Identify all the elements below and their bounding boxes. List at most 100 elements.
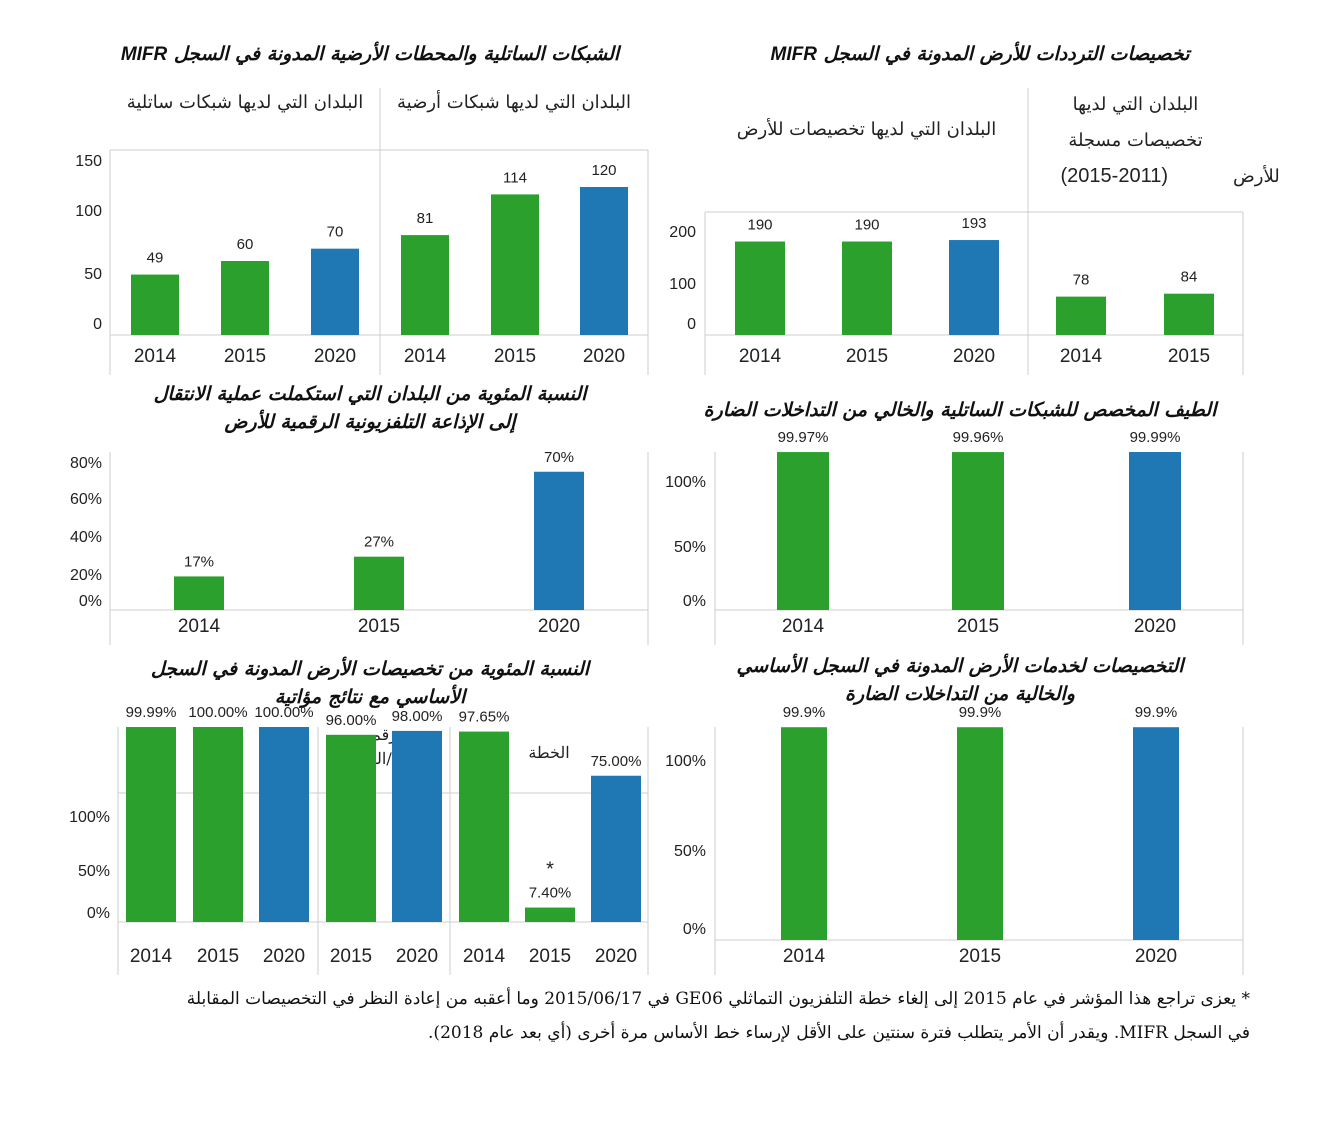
bar-2015 — [221, 261, 269, 335]
category-label: 2015 — [330, 946, 372, 967]
y-tick-label: 0 — [687, 316, 696, 333]
y-tick-label: 0% — [683, 921, 706, 938]
category-label: 2014 — [404, 346, 447, 367]
bar-2020 — [1133, 727, 1179, 940]
bar-2020 — [580, 187, 628, 335]
category-label: 2014 — [463, 946, 506, 967]
data-label: 70% — [544, 449, 574, 466]
y-tick-label: 100% — [665, 753, 706, 770]
data-label: 49 — [147, 250, 164, 267]
category-label: 2020 — [595, 946, 637, 967]
chart-title-favourable: النسبة المئوية من تخصيصات الأرض المدونة … — [60, 655, 680, 711]
footnote: * يعزى تراجع هذا المؤشر في عام 2015 إلى … — [100, 982, 1250, 1050]
bar-2014 — [777, 452, 829, 610]
bar-2020 — [949, 240, 999, 335]
bar-2020 — [591, 775, 641, 922]
y-tick-label: 50 — [84, 266, 102, 283]
y-tick-label: 20% — [70, 567, 102, 584]
data-label: 75.00% — [591, 753, 642, 770]
title-line-2: والخالية من التداخلات الضارة — [845, 683, 1075, 705]
data-label: 100.00% — [254, 704, 313, 721]
data-label: 190 — [747, 217, 772, 234]
title-line-1: التخصيصات لخدمات الأرض المدونة في السجل … — [736, 655, 1184, 677]
bar-2015 — [491, 194, 539, 335]
chart-frequency_assignments: 0 100 200 البلدان التي لديها تخصيصات للأرض 1… — [669, 88, 1280, 375]
chart-dtt_transition: 0% 20% 40% 60% 80% 17% 2014 27% 2015 70% 2020 — [70, 449, 649, 645]
bar-2020 — [392, 730, 442, 922]
title-line-1: النسبة المئوية من تخصيصات الأرض المدونة … — [150, 658, 590, 680]
category-label: 2015 — [846, 346, 888, 367]
data-label: 84 — [1181, 269, 1198, 286]
y-tick-label: 50% — [78, 863, 110, 880]
category-label: 2015 — [1168, 346, 1210, 367]
y-tick-label: 60% — [70, 491, 102, 508]
chart-title-frequency: تخصيصات الترددات للأرض المدونة في السجل … — [700, 40, 1260, 69]
data-label: 97.65% — [459, 709, 510, 726]
category-label: 2020 — [538, 616, 580, 637]
chart-favourable_findings: 0%50%100%التنسيق99.99%2014100.00%2015100… — [69, 704, 649, 975]
category-label: 2015 — [494, 346, 536, 367]
group-label: الخطة — [528, 743, 569, 762]
group-label: تخصيصات مسجلة — [1068, 130, 1202, 151]
category-label: 2015 — [358, 616, 400, 637]
category-label: 2020 — [1135, 946, 1177, 967]
category-label: 2015 — [197, 946, 239, 967]
category-label: 2020 — [396, 946, 438, 967]
chart-title-terrestrial-free: التخصيصات لخدمات الأرض المدونة في السجل … — [660, 652, 1260, 708]
category-label: 2014 — [739, 346, 782, 367]
category-label: 2015 — [957, 616, 999, 637]
bar-2020 — [534, 471, 584, 610]
bar-2014 — [401, 235, 449, 335]
data-label: 99.99% — [1130, 429, 1181, 446]
y-tick-label: 50% — [674, 843, 706, 860]
y-tick-label: 100 — [75, 203, 102, 220]
data-label: 99.96% — [953, 429, 1004, 446]
bar-2015 — [326, 734, 376, 922]
category-label: 2020 — [1134, 616, 1176, 637]
group-label: البلدان التي لديها تخصيصات للأرض — [737, 117, 996, 140]
title-line-2: إلى الإذاعة التلفزيونية الرقمية للأرض — [224, 411, 516, 433]
chart-satellite_terrestrial: 0 50 100 150 البلدان التي لديها شبكات ساتلية… — [75, 88, 649, 375]
data-label: 99.97% — [778, 429, 829, 446]
y-tick-label: 200 — [669, 224, 696, 241]
category-label: 2014 — [1060, 346, 1103, 367]
bar-2014 — [1056, 296, 1106, 335]
group-label: البلدان التي لديها شبكات أرضية — [397, 90, 631, 113]
data-label: 193 — [961, 215, 986, 232]
category-label: 2014 — [134, 346, 177, 367]
bar-2020 — [259, 727, 309, 922]
data-label: 27% — [364, 534, 394, 551]
data-label: 7.40% — [529, 885, 572, 902]
y-tick-label: 0 — [93, 316, 102, 333]
bar-2014 — [781, 727, 827, 940]
bar-2015 — [193, 727, 243, 922]
bar-2014 — [126, 727, 176, 922]
data-label: 120 — [591, 162, 616, 179]
category-label: 2020 — [953, 346, 995, 367]
y-tick-label: 50% — [674, 539, 706, 556]
bar-2020 — [311, 248, 359, 335]
category-label: 2020 — [583, 346, 625, 367]
y-tick-label: 150 — [75, 153, 102, 170]
y-tick-label: 80% — [70, 455, 102, 472]
chart-satellite_spectrum_free: 0% 50% 100% 99.97% 2014 99.96% 2015 99.99% 2020 — [665, 429, 1244, 645]
data-label: 99.99% — [126, 704, 177, 721]
title-text: تخصيصات الترددات للأرض المدونة في السجل — [823, 43, 1190, 65]
data-label: 190 — [854, 217, 879, 234]
category-label: 2015 — [959, 946, 1001, 967]
category-label: 2014 — [178, 616, 221, 637]
title-text: الطيف المخصص للشبكات الساتلية والخالي من… — [703, 399, 1217, 421]
data-label: 114 — [503, 169, 527, 186]
group-label: للأرض — [1233, 164, 1280, 187]
y-tick-label: 0% — [87, 905, 110, 922]
category-label: 2020 — [263, 946, 305, 967]
data-label: 78 — [1073, 272, 1090, 289]
category-label: 2015 — [224, 346, 266, 367]
data-label: 81 — [417, 210, 434, 227]
bar-2015 — [1164, 293, 1214, 335]
chart-title-dtt: النسبة المئوية من البلدان التي استكملت ع… — [60, 380, 680, 436]
data-label: 98.00% — [392, 708, 443, 725]
group-label: البلدان التي لديها شبكات ساتلية — [127, 92, 364, 113]
bar-2015 — [952, 452, 1004, 610]
